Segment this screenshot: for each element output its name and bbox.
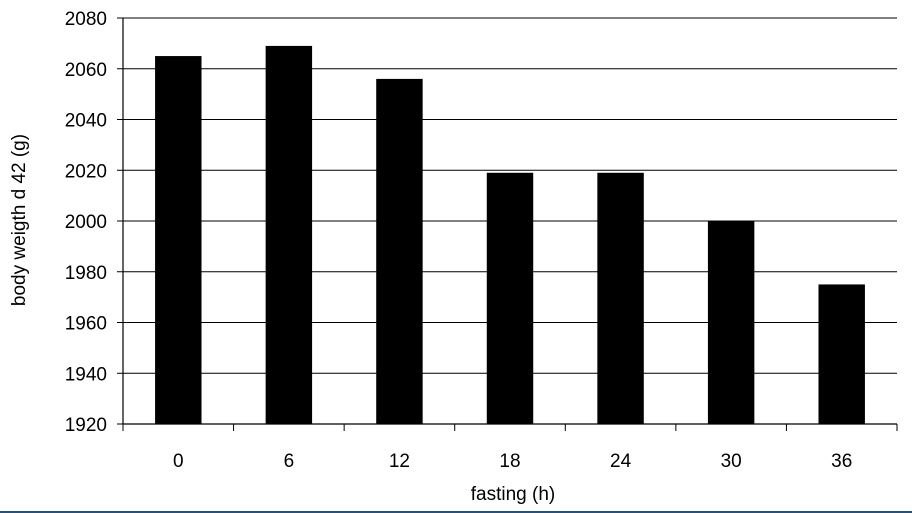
y-tick-labels: 1920 1940 1960 1980 2000 2020 2040 2060 2080 xyxy=(65,9,107,436)
bar xyxy=(155,56,202,425)
y-tick-label: 1980 xyxy=(65,263,107,284)
bar xyxy=(376,78,423,425)
x-tick-label: 30 xyxy=(721,451,742,472)
x-tick-labels: 0 6 12 18 24 30 36 xyxy=(173,451,852,472)
y-tick-label: 1920 xyxy=(65,415,107,436)
y-axis-title: body weigth d 42 (g) xyxy=(9,134,30,306)
x-tick-label: 36 xyxy=(831,451,852,472)
bar xyxy=(486,172,534,424)
x-tick-label: 18 xyxy=(499,451,520,472)
y-tick-label: 1960 xyxy=(65,314,107,335)
bars xyxy=(155,45,865,425)
axes xyxy=(117,17,898,431)
bar xyxy=(707,221,755,424)
bar xyxy=(818,284,865,424)
bar xyxy=(265,45,313,424)
x-axis-title: fasting (h) xyxy=(471,484,555,505)
x-tick-label: 24 xyxy=(610,451,632,472)
x-tick-label: 6 xyxy=(284,451,295,472)
x-tick-label: 0 xyxy=(173,451,184,472)
y-tick-label: 2000 xyxy=(65,212,107,233)
y-tick-label: 2060 xyxy=(65,60,107,81)
x-tick-label: 12 xyxy=(389,451,410,472)
y-tick-label: 2020 xyxy=(65,161,107,182)
y-tick-label: 1940 xyxy=(65,364,107,385)
y-tick-label: 2080 xyxy=(65,9,107,30)
y-tick-label: 2040 xyxy=(65,111,107,132)
bar xyxy=(597,172,644,424)
